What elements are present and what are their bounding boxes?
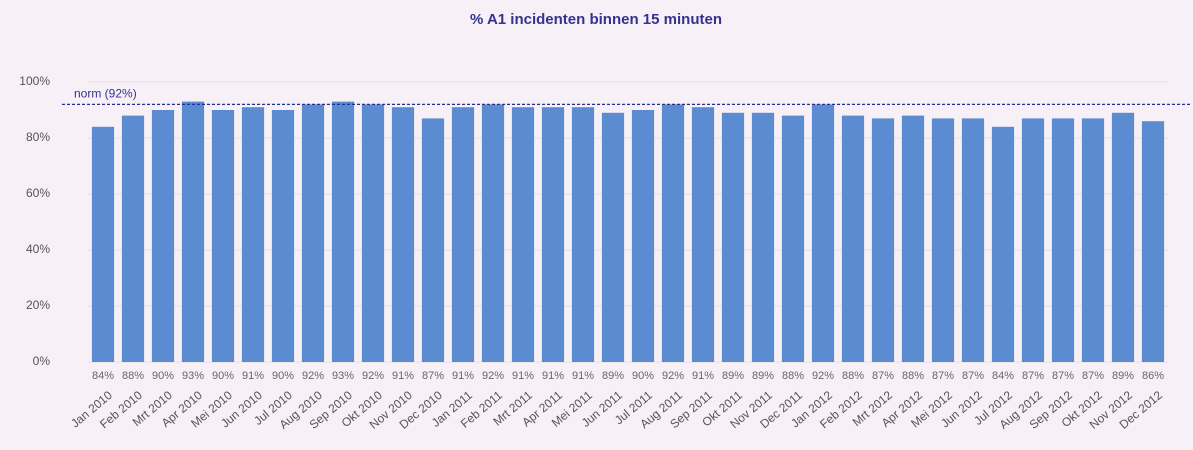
bar: [841, 115, 865, 362]
bar: [361, 104, 385, 363]
value-label: 88%: [902, 370, 924, 382]
bar: [511, 107, 535, 362]
value-label: 91%: [572, 370, 594, 382]
value-label: 93%: [332, 370, 354, 382]
value-label: 91%: [392, 370, 414, 382]
value-label: 92%: [302, 370, 324, 382]
bar: [811, 104, 835, 363]
value-label: 88%: [842, 370, 864, 382]
y-tick-label: 60%: [26, 186, 50, 200]
bar: [1081, 118, 1105, 363]
bar: [271, 110, 295, 362]
bar: [781, 115, 805, 362]
bar: [571, 107, 595, 362]
bar: [541, 107, 565, 362]
bar: [181, 101, 205, 362]
value-label: 93%: [182, 370, 204, 382]
bar: [331, 101, 355, 362]
y-tick-label: 40%: [26, 242, 50, 256]
y-tick-label: 20%: [26, 298, 50, 312]
value-label: 87%: [1052, 370, 1074, 382]
bar: [301, 104, 325, 363]
value-label: 91%: [512, 370, 534, 382]
bar: [121, 115, 145, 362]
value-label: 92%: [812, 370, 834, 382]
bar: [931, 118, 955, 363]
bar: [151, 110, 175, 362]
bar: [1111, 112, 1135, 362]
bar: [751, 112, 775, 362]
chart-title: % A1 incidenten binnen 15 minuten: [470, 11, 722, 28]
value-label: 92%: [362, 370, 384, 382]
value-label: 87%: [422, 370, 444, 382]
bar: [481, 104, 505, 363]
y-tick-label: 80%: [26, 130, 50, 144]
bar: [991, 126, 1015, 362]
bar: [631, 110, 655, 362]
value-label: 91%: [452, 370, 474, 382]
bar: [241, 107, 265, 362]
bar: [91, 126, 115, 362]
bar: [1141, 121, 1165, 362]
bar: [661, 104, 685, 363]
value-label: 89%: [752, 370, 774, 382]
value-label: 88%: [782, 370, 804, 382]
value-label: 92%: [482, 370, 504, 382]
value-label: 90%: [152, 370, 174, 382]
bar: [601, 112, 625, 362]
value-label: 86%: [1142, 370, 1164, 382]
bar: [1021, 118, 1045, 363]
value-label: 88%: [122, 370, 144, 382]
value-label: 87%: [1082, 370, 1104, 382]
bar: [211, 110, 235, 362]
bar: [391, 107, 415, 362]
y-tick-label: 100%: [19, 74, 50, 88]
value-label: 87%: [1022, 370, 1044, 382]
value-label: 89%: [1112, 370, 1134, 382]
bar: [961, 118, 985, 363]
value-label: 84%: [92, 370, 114, 382]
value-label: 91%: [542, 370, 564, 382]
value-label: 91%: [692, 370, 714, 382]
value-label: 87%: [872, 370, 894, 382]
value-label: 87%: [932, 370, 954, 382]
value-label: 89%: [722, 370, 744, 382]
value-label: 90%: [272, 370, 294, 382]
bar: [691, 107, 715, 362]
value-label: 91%: [242, 370, 264, 382]
value-label: 90%: [212, 370, 234, 382]
bar: [871, 118, 895, 363]
value-label: 90%: [632, 370, 654, 382]
value-label: 84%: [992, 370, 1014, 382]
bar: [421, 118, 445, 363]
bar: [721, 112, 745, 362]
value-label: 92%: [662, 370, 684, 382]
y-tick-label: 0%: [33, 354, 51, 368]
bar: [451, 107, 475, 362]
bar: [901, 115, 925, 362]
value-label: 87%: [962, 370, 984, 382]
norm-label: norm (92%): [74, 87, 137, 101]
value-label: 89%: [602, 370, 624, 382]
bar: [1051, 118, 1075, 363]
